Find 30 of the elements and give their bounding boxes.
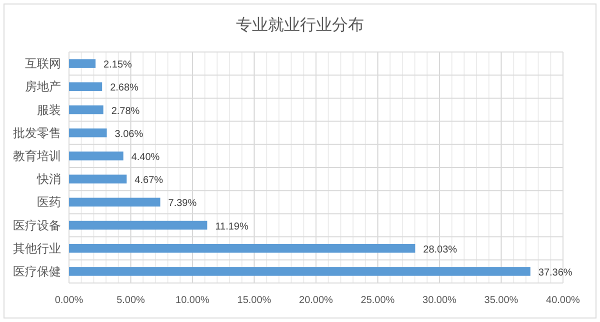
y-tick-label: 医疗设备 <box>13 218 61 232</box>
data-label: 3.06% <box>114 128 144 140</box>
x-tick-label: 30.00% <box>422 295 457 306</box>
data-label: 2.68% <box>110 82 139 94</box>
y-tick-label: 其他行业 <box>13 241 61 256</box>
data-label: 4.67% <box>134 175 164 186</box>
y-tick-label: 批发零售 <box>13 126 61 140</box>
y-tick-label: 医疗保健 <box>13 264 61 278</box>
data-label: 37.36% <box>538 267 572 278</box>
data-label: 2.78% <box>111 106 140 117</box>
y-tick-label: 服装 <box>37 102 61 117</box>
y-tick-label: 快消 <box>36 172 61 186</box>
data-label: 2.15% <box>104 60 132 71</box>
x-tick-label: 40.00% <box>546 295 580 306</box>
x-tick-label: 0.00% <box>54 295 84 306</box>
y-tick-label: 互联网 <box>25 56 61 71</box>
y-tick-label: 教育培训 <box>13 148 61 163</box>
y-tick-label: 房地产 <box>25 80 61 94</box>
x-tick-label: 35.00% <box>484 295 518 306</box>
y-tick-label: 医药 <box>37 195 61 210</box>
data-label: 7.39% <box>168 198 197 210</box>
data-label: 28.03% <box>423 244 458 256</box>
x-tick-label: 20.00% <box>299 295 334 306</box>
x-tick-label: 5.00% <box>116 295 146 306</box>
x-tick-label: 15.00% <box>237 295 272 306</box>
x-tick-label: 25.00% <box>360 295 395 306</box>
data-label: 11.19% <box>215 221 248 232</box>
data-label: 4.40% <box>131 152 160 163</box>
x-tick-label: 10.00% <box>176 295 210 306</box>
title: 专业就业行业分布 <box>236 17 364 34</box>
